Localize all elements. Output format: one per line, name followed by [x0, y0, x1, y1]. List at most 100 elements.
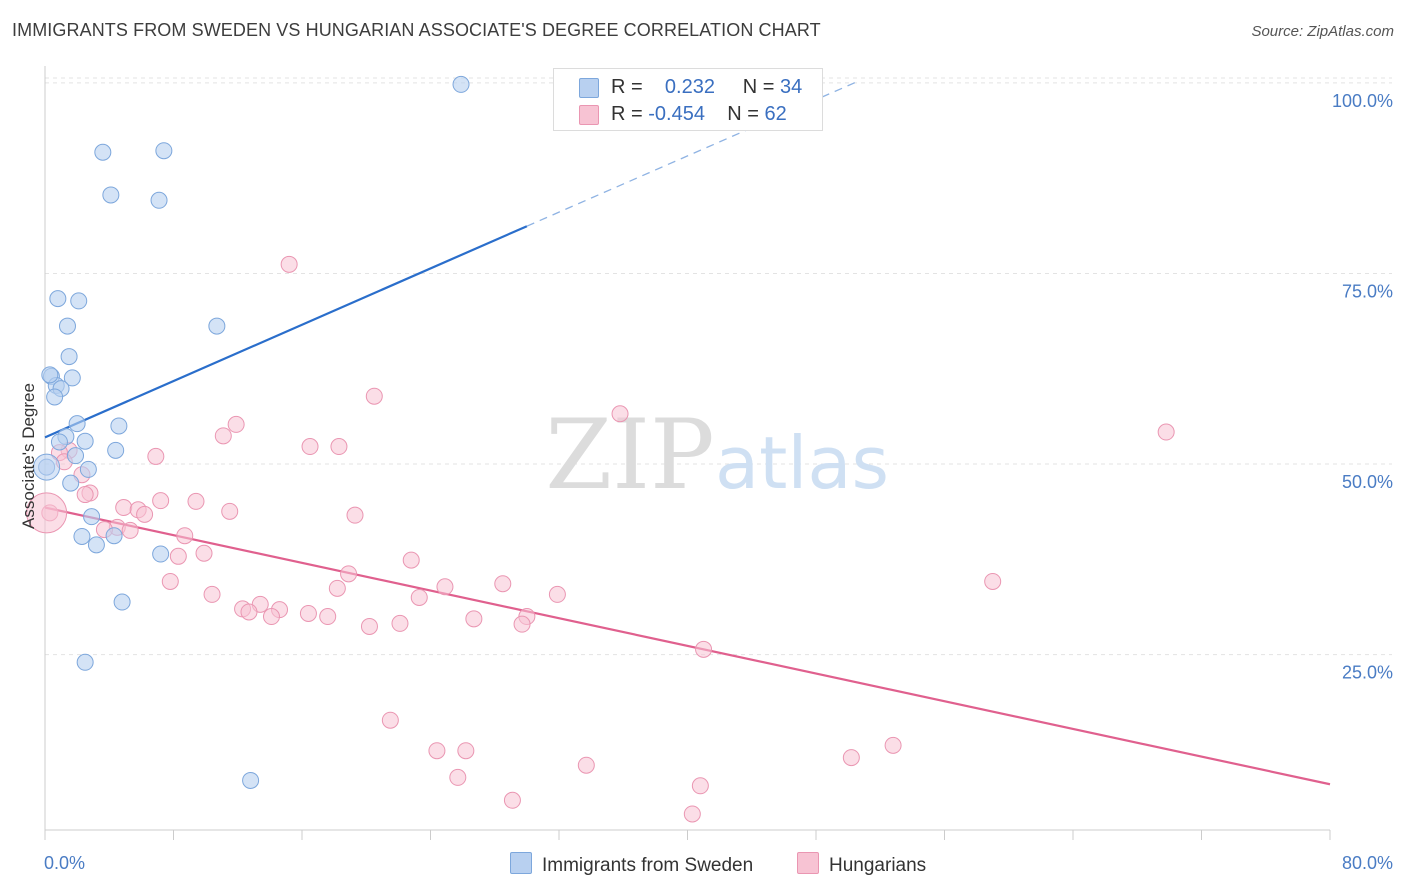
sweden-point [102, 186, 120, 204]
hungarians-point [449, 768, 467, 786]
hungarians-point [884, 736, 902, 754]
sweden-point [76, 653, 94, 671]
hungarians-point [436, 578, 454, 596]
hungarians-point [121, 521, 139, 539]
axis-layer: 25.0% 50.0% 75.0% 100.0% 0.0% 80.0% [44, 66, 1393, 873]
hungarians-point [203, 585, 221, 603]
hungarians-point [683, 805, 701, 823]
hungarians-point [262, 608, 280, 626]
hungarians-point [227, 415, 245, 433]
hungarians-point [410, 588, 428, 606]
hungarians-point [503, 791, 521, 809]
watermark: ZIP atlas [545, 399, 889, 511]
bottom-legend-hungarians: Hungarians [797, 852, 926, 877]
sweden-point [113, 593, 131, 611]
y-tick-label: 50.0% [1342, 472, 1393, 492]
hungarians-point [330, 438, 348, 456]
hungarians-point [548, 585, 566, 603]
legend-r-value-hungarians: -0.454 [648, 103, 705, 125]
bottom-legend-swatch-sweden [510, 852, 532, 874]
sweden-point [105, 527, 123, 545]
hungarians-point [513, 615, 531, 633]
bottom-legend-swatch-hungarians [797, 852, 819, 874]
sweden-point [155, 142, 173, 160]
sweden-point [110, 417, 128, 435]
hungarians-point [187, 492, 205, 510]
legend-r-label: R = [611, 76, 643, 98]
hungarians-point [169, 547, 187, 565]
bottom-legend-label-hungarians: Hungarians [829, 855, 927, 876]
x-tick-label: 80.0% [1342, 853, 1393, 873]
hungarians-point [381, 711, 399, 729]
hungarians-point [691, 777, 709, 795]
hungarians-point [346, 506, 364, 524]
legend-n-value-sweden: 34 [780, 76, 803, 98]
hungarians-point [842, 749, 860, 767]
legend-r-label: R = [611, 103, 643, 125]
x-tick-label: 0.0% [44, 853, 85, 873]
hungarians-point [402, 551, 420, 569]
sweden-point [60, 348, 78, 366]
hungarians-point [319, 608, 337, 626]
hungarians-point [695, 640, 713, 658]
hungarians-point [136, 505, 154, 523]
chart-title: IMMIGRANTS FROM SWEDEN VS HUNGARIAN ASSO… [12, 20, 821, 40]
sweden-point [208, 317, 226, 335]
hungarians-point [240, 603, 258, 621]
legend-n-value-hungarians: 62 [764, 103, 787, 125]
legend-n-label: N = [742, 76, 775, 98]
hungarians-point [457, 742, 475, 760]
legend-r-value-sweden: 0.232 [664, 76, 715, 98]
hungarians-point [340, 565, 358, 583]
sweden-point [242, 771, 260, 789]
hungarians-point [299, 604, 317, 622]
sweden-point [58, 317, 76, 335]
hungarians-point [214, 427, 232, 445]
sweden-point [452, 75, 470, 93]
trend-line-sweden [44, 225, 528, 439]
hungarians-point [577, 756, 595, 774]
bottom-legend-sweden: Immigrants from Sweden [510, 852, 753, 877]
hungarians-point [152, 492, 170, 510]
hungarians-point [301, 438, 319, 456]
trend-line-hungarians [44, 506, 1331, 786]
sweden-point [73, 527, 91, 545]
sweden-point [67, 447, 85, 465]
sweden-point [63, 369, 81, 387]
sweden-point [41, 366, 59, 384]
bottom-legend-label-sweden: Immigrants from Sweden [542, 855, 754, 876]
hungarians-points [26, 255, 1175, 823]
hungarians-point [161, 572, 179, 590]
sweden-points [33, 75, 470, 789]
sweden-point [50, 433, 68, 451]
sweden-point [83, 508, 101, 526]
sweden-point [152, 545, 170, 563]
hungarians-point [611, 405, 629, 423]
hungarians-point [365, 387, 383, 405]
legend-swatch-sweden [579, 78, 599, 98]
hungarians-point [195, 544, 213, 562]
hungarians-point [465, 610, 483, 628]
watermark-atlas: atlas [715, 421, 889, 505]
chart-source: Source: ZipAtlas.com [1251, 23, 1394, 40]
hungarians-point [494, 575, 512, 593]
legend-n-label: N = [727, 103, 759, 125]
legend-swatch-hungarians [579, 105, 599, 125]
y-tick-label: 75.0% [1342, 281, 1393, 301]
sweden-point [76, 432, 94, 450]
sweden-point [62, 474, 80, 492]
sweden-point [49, 290, 67, 308]
hungarians-point [1157, 423, 1175, 441]
hungarians-point [428, 742, 446, 760]
hungarians-point-cluster [26, 492, 68, 534]
sweden-point [46, 388, 64, 406]
y-tick-label: 100.0% [1332, 91, 1393, 111]
sweden-point [79, 460, 97, 478]
hungarians-point [360, 617, 378, 635]
hungarians-point [984, 572, 1002, 590]
sweden-point [107, 441, 125, 459]
sweden-point [70, 292, 88, 310]
sweden-point [94, 143, 112, 161]
hungarians-point [221, 502, 239, 520]
